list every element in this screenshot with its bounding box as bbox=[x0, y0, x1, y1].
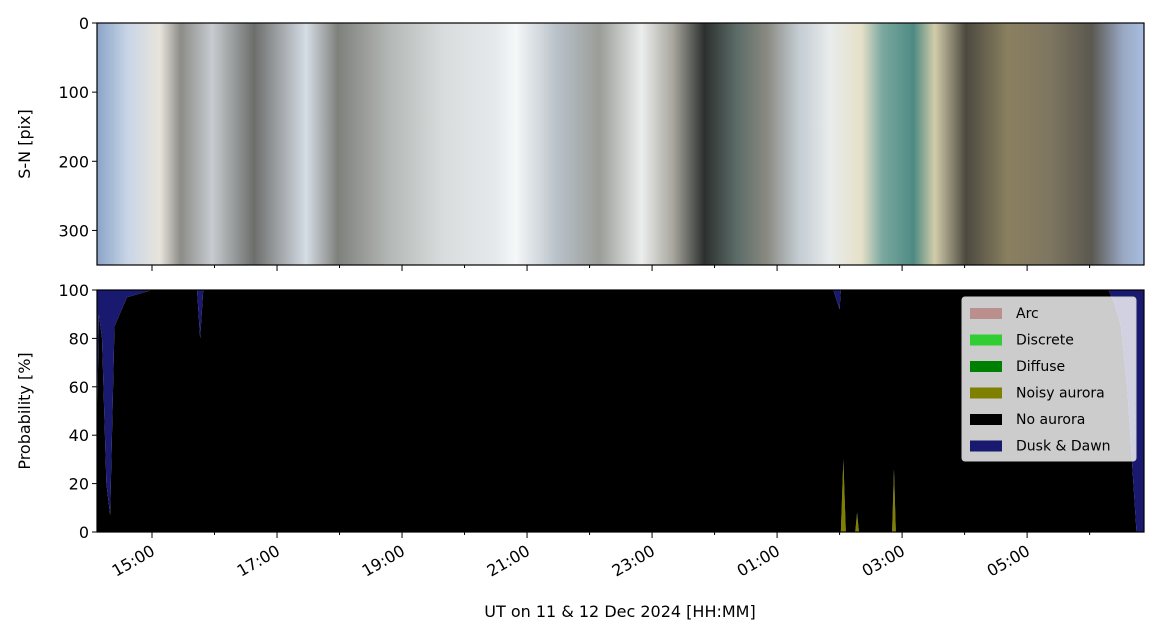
y-tick-label: 100 bbox=[58, 281, 89, 300]
legend-label: Discrete bbox=[1016, 333, 1074, 349]
x-tick-label: 19:00 bbox=[359, 541, 408, 581]
keogram-image bbox=[97, 23, 1144, 265]
legend-swatch bbox=[970, 361, 1002, 372]
legend-swatch bbox=[970, 387, 1002, 399]
axes-frame bbox=[96, 22, 1145, 266]
legend-label: Arc bbox=[1016, 306, 1039, 322]
x-tick-label: 01:00 bbox=[734, 541, 783, 581]
y-tick-label: 300 bbox=[58, 221, 89, 240]
legend-box bbox=[961, 296, 1137, 462]
y-tick-label: 80 bbox=[69, 329, 89, 348]
legend: Arc Discrete Diffuse Noisy aurora No aurora D… bbox=[961, 296, 1137, 462]
y-tick-label: 0 bbox=[79, 14, 89, 33]
y-tick-label: 0 bbox=[79, 523, 89, 542]
x-tick-label: 15:00 bbox=[109, 541, 158, 581]
y-axis-label: S-N [pix] bbox=[15, 109, 34, 179]
legend-swatch bbox=[970, 414, 1002, 425]
legend-label: Noisy aurora bbox=[1016, 386, 1105, 402]
y-tick-label: 200 bbox=[58, 152, 89, 171]
y-tick-label: 100 bbox=[58, 83, 89, 102]
y-tick-label: 20 bbox=[69, 475, 89, 494]
x-tick-label: 23:00 bbox=[609, 541, 658, 581]
x-tick-label: 03:00 bbox=[859, 541, 908, 581]
x-tick-label: 17:00 bbox=[234, 541, 283, 581]
x-tick-label: 05:00 bbox=[984, 541, 1033, 581]
x-tick-label: 21:00 bbox=[484, 541, 533, 581]
legend-swatch bbox=[970, 308, 1002, 319]
axes-frame bbox=[96, 289, 1145, 533]
legend-label: No aurora bbox=[1016, 412, 1085, 428]
y-tick-label: 60 bbox=[69, 378, 89, 397]
x-axis-label: UT on 11 & 12 Dec 2024 [HH:MM] bbox=[484, 602, 755, 621]
legend-label: Dusk & Dawn bbox=[1016, 439, 1111, 455]
legend-swatch bbox=[970, 440, 1002, 452]
legend-swatch bbox=[970, 334, 1002, 346]
legend-label: Diffuse bbox=[1016, 359, 1065, 375]
area bbox=[97, 290, 1144, 532]
y-axis-label: Probability [%] bbox=[15, 352, 34, 469]
y-tick-label: 40 bbox=[69, 426, 89, 445]
